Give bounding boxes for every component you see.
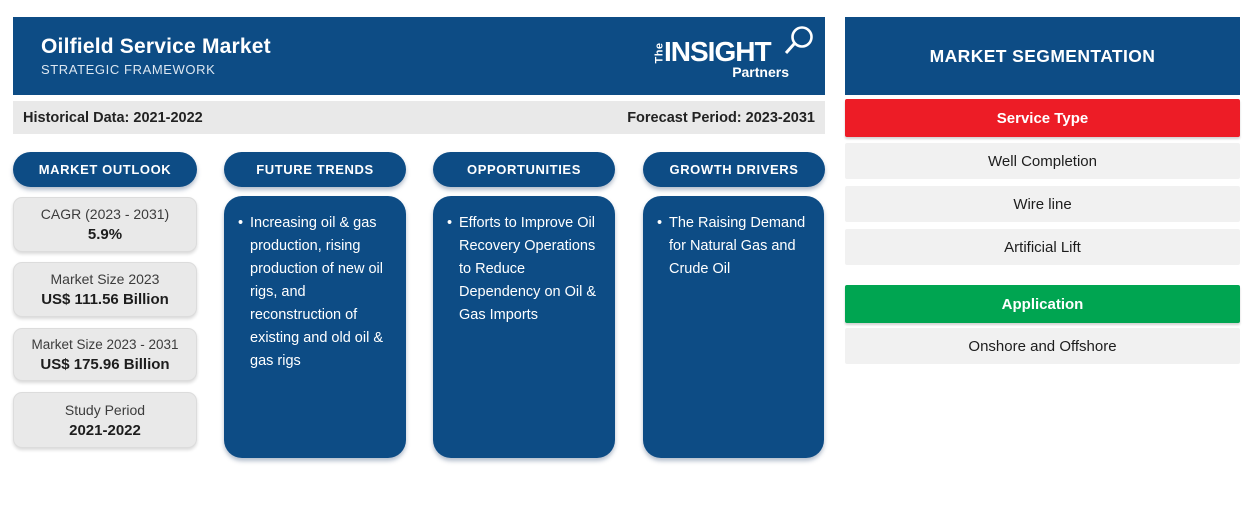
logo-partners-text: Partners: [732, 64, 789, 80]
insight-partners-logo: The INSIGHT Partners: [651, 26, 813, 82]
growth-drivers-pill: GROWTH DRIVERS: [643, 152, 825, 187]
page-title: Oilfield Service Market: [41, 35, 271, 58]
page-subtitle: STRATEGIC FRAMEWORK: [41, 62, 216, 77]
segment-item-wire-line: Wire line: [845, 186, 1240, 222]
bullet-row: • The Raising Demand for Natural Gas and…: [657, 212, 812, 281]
future-trends-text: Increasing oil & gas production, rising …: [250, 215, 383, 369]
forecast-period-label: Forecast Period: 2023-2031: [627, 109, 815, 126]
segment-item-well-completion: Well Completion: [845, 143, 1240, 179]
segment-item-artificial-lift: Artificial Lift: [845, 229, 1240, 265]
market-segmentation-header: MARKET SEGMENTATION: [845, 17, 1240, 95]
logo-insight-text: INSIGHT: [664, 36, 772, 67]
future-trends-pill: FUTURE TRENDS: [224, 152, 406, 187]
segment-item-onshore-offshore: Onshore and Offshore: [845, 328, 1240, 364]
bullet-icon: •: [657, 215, 663, 231]
stat-box-cagr: CAGR (2023 - 2031) 5.9%: [13, 197, 197, 252]
stat-label: CAGR (2023 - 2031): [40, 206, 170, 222]
opportunities-box: • Efforts to Improve Oil Recovery Operat…: [433, 196, 615, 458]
stat-label: Market Size 2023: [50, 271, 160, 287]
stat-box-study-period: Study Period 2021-2022: [13, 392, 197, 448]
stat-box-market-size-2023: Market Size 2023 US$ 111.56 Billion: [13, 262, 197, 317]
bullet-icon: •: [447, 215, 453, 231]
growth-drivers-text: The Raising Demand for Natural Gas and C…: [669, 215, 806, 277]
magnifier-circle-icon: [784, 26, 813, 55]
segment-header-service-type: Service Type: [845, 99, 1240, 137]
market-outlook-pill: MARKET OUTLOOK: [13, 152, 197, 187]
stat-value: 5.9%: [87, 226, 123, 243]
stat-value: US$ 111.56 Billion: [41, 291, 169, 308]
future-trends-box: • Increasing oil & gas production, risin…: [224, 196, 406, 458]
growth-drivers-box: • The Raising Demand for Natural Gas and…: [643, 196, 824, 458]
historical-data-label: Historical Data: 2021-2022: [23, 109, 203, 126]
bullet-icon: •: [238, 215, 244, 231]
main-header: Oilfield Service Market STRATEGIC FRAMEW…: [13, 17, 825, 95]
period-bar: Historical Data: 2021-2022 Forecast Peri…: [13, 101, 825, 134]
bullet-row: • Efforts to Improve Oil Recovery Operat…: [447, 212, 603, 327]
opportunities-pill: OPPORTUNITIES: [433, 152, 615, 187]
opportunities-text: Efforts to Improve Oil Recovery Operatio…: [459, 215, 597, 323]
stat-value: US$ 175.96 Billion: [40, 355, 170, 373]
bullet-row: • Increasing oil & gas production, risin…: [238, 212, 394, 373]
stat-value: 2021-2022: [69, 421, 141, 439]
stat-box-market-size-2023-2031: Market Size 2023 - 2031 US$ 175.96 Billi…: [13, 328, 197, 381]
stat-label: Study Period: [64, 401, 146, 418]
header-text: Oilfield Service Market STRATEGIC FRAMEW…: [13, 35, 271, 77]
segment-header-application: Application: [845, 285, 1240, 323]
stat-label: Market Size 2023 - 2031: [31, 336, 179, 352]
